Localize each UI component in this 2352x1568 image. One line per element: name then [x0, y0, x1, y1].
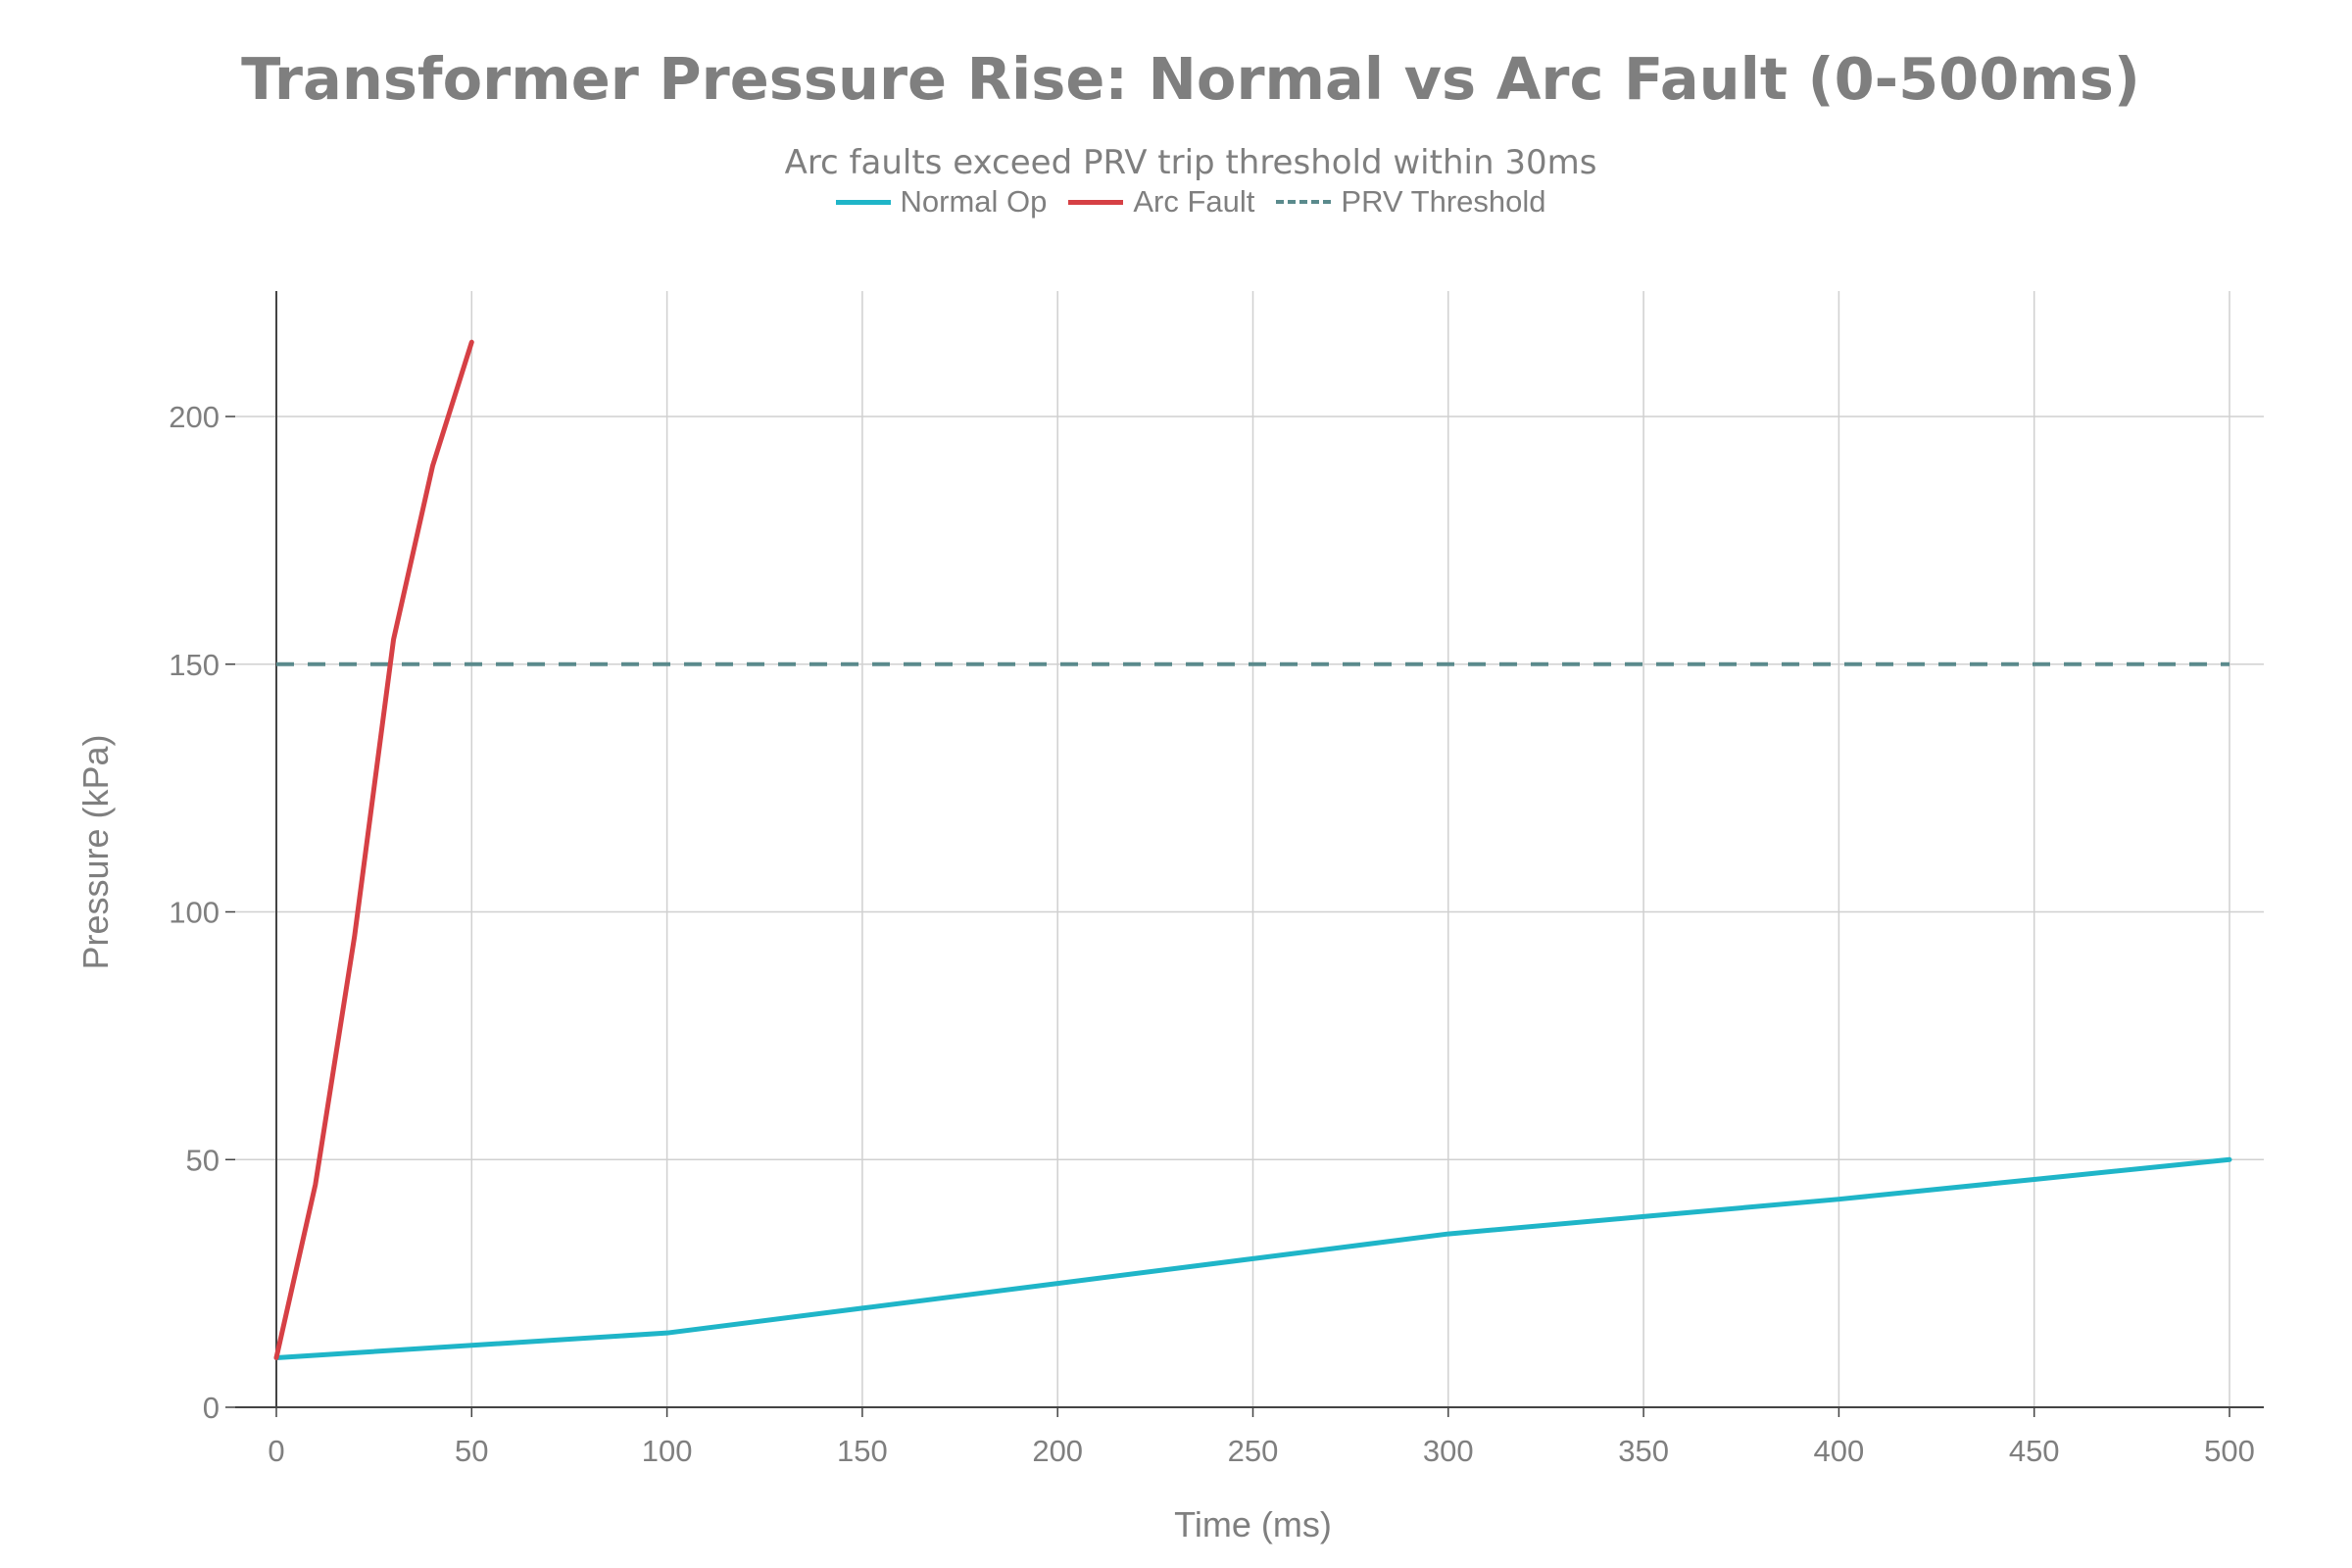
y-tick-label: 100	[169, 896, 220, 930]
legend-label-prv: PRV Threshold	[1341, 184, 1546, 219]
x-tick-label: 200	[1032, 1434, 1083, 1468]
y-tick-label: 0	[203, 1391, 220, 1425]
x-tick-label: 150	[837, 1434, 888, 1468]
legend-label-arc: Arc Fault	[1133, 184, 1255, 219]
y-tick-label: 50	[186, 1143, 220, 1177]
legend-item-prv[interactable]: PRV Threshold	[1276, 184, 1546, 220]
series-line-normal-op[interactable]	[273, 1156, 2232, 1360]
chart-subtitle: Arc faults exceed PRV trip threshold wit…	[784, 143, 1597, 182]
x-tick-label: 300	[1423, 1434, 1474, 1468]
x-axis-title: Time (ms)	[1174, 1504, 1332, 1544]
legend-item-arc[interactable]: Arc Fault	[1068, 184, 1254, 220]
legend-swatch-arc	[1068, 199, 1124, 205]
y-axis-title: Pressure (kPa)	[75, 734, 116, 969]
series-line-arc-fault[interactable]	[273, 339, 474, 1360]
x-tick-label: 50	[455, 1434, 488, 1468]
legend-swatch-prv	[1276, 200, 1332, 204]
legend-item-normal[interactable]: Normal Op	[835, 184, 1048, 220]
legend-swatch-normal	[835, 199, 891, 205]
axes: 0 50 100 150 200 250 300 350 400 450 500 0 50 100 150 2…	[169, 291, 2264, 1468]
y-tick-label: 200	[169, 400, 220, 434]
x-tick-label: 100	[642, 1434, 693, 1468]
chart-title: Transformer Pressure Rise: Normal vs Arc…	[241, 45, 2140, 113]
x-tick-label: 0	[268, 1434, 284, 1468]
legend: Normal Op Arc Fault PRV Threshold	[0, 184, 2352, 220]
x-tick-label: 450	[2009, 1434, 2060, 1468]
grid	[235, 291, 2264, 1407]
legend-label-normal: Normal Op	[900, 184, 1048, 219]
y-tick-label: 150	[169, 648, 220, 682]
x-tick-label: 400	[1814, 1434, 1865, 1468]
x-tick-label: 500	[2204, 1434, 2255, 1468]
x-tick-label: 250	[1228, 1434, 1279, 1468]
x-tick-label: 350	[1618, 1434, 1669, 1468]
series-layer	[273, 339, 2232, 1360]
